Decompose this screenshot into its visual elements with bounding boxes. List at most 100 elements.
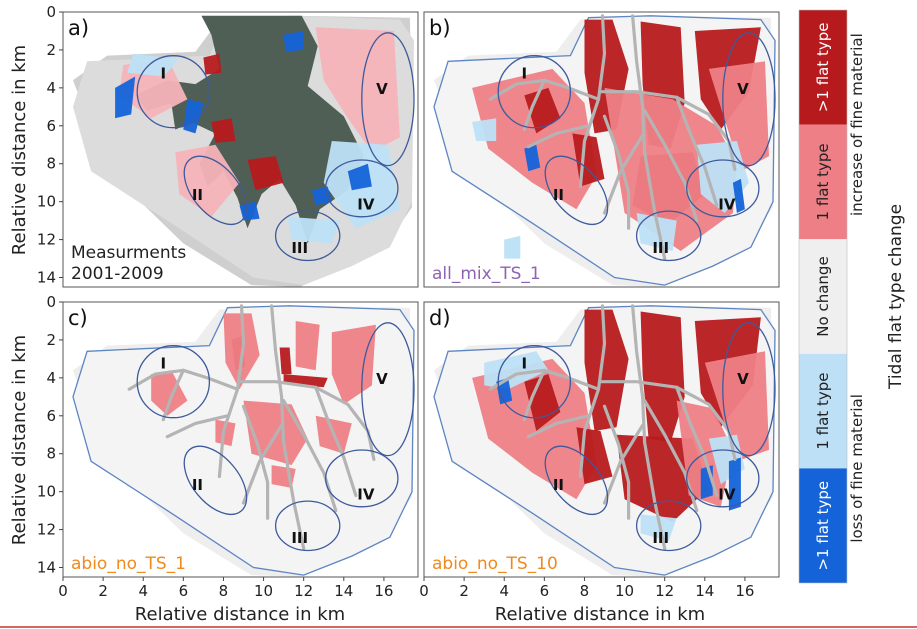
panel-c-y-tick-label: 14 [37, 559, 56, 577]
panel-a-y-tick-label: 12 [37, 231, 56, 249]
panel-a-y-tick-label: 4 [46, 79, 56, 97]
panel-b-map [433, 14, 776, 287]
panel-d-change-patch [728, 457, 741, 511]
panel-b-region-label: V [737, 80, 749, 98]
panel-a-letter: a) [68, 16, 89, 40]
panel-d-x-tick-label: 0 [419, 582, 429, 600]
panel-b-channel [630, 14, 667, 261]
legend-side-increase: increase of fine material [848, 33, 866, 216]
panel-b-channel [602, 114, 631, 230]
panel-c-channel [165, 414, 230, 439]
panel-a-region-ellipse [325, 159, 399, 218]
panel-c-y-tick-label: 2 [46, 331, 56, 349]
panel-b-frame [423, 11, 780, 288]
panel-a-change-patch [283, 31, 304, 52]
panel-c-map [72, 304, 415, 577]
panel-c-x-tick-label: 10 [254, 582, 273, 600]
panel-b-region-label: I [522, 65, 528, 83]
panel-a-change-patch [287, 216, 340, 244]
panel-d-region-ellipse [544, 445, 609, 515]
panel-c-x-tick-label: 8 [219, 582, 229, 600]
legend-swatch-label: 1 flat type [814, 143, 832, 220]
panel-c-change-patch [215, 419, 236, 447]
panel-a-change-patch [311, 186, 332, 206]
legend-swatch [799, 10, 847, 125]
legend-swatch-label: >1 flat type [814, 22, 832, 112]
legend-swatch [799, 468, 847, 583]
panel-c-frame [62, 301, 419, 578]
panel-a-y-tick-label: 10 [37, 193, 56, 211]
panel-a-region-label: III [291, 239, 308, 257]
panel-c-change-patch [151, 370, 188, 416]
panel-d-change-patch [484, 351, 549, 390]
panel-d-region-ellipse [722, 322, 776, 457]
panel-c-change-patch [295, 321, 320, 371]
panel-c-x-tick-label: 16 [374, 582, 393, 600]
panel-c-x-tick-label: 4 [138, 582, 148, 600]
panel-c-y-tick-label: 8 [46, 445, 56, 463]
panel-d-channel [526, 414, 591, 439]
panel-d-x-tick-label: 16 [735, 582, 754, 600]
panel-a-y-tick-label: 2 [46, 41, 56, 59]
panel-b-region-ellipse [635, 210, 702, 262]
panel-b-channel [526, 124, 591, 149]
panel-d-x-tick-label: 8 [580, 582, 590, 600]
panel-c-x-tick-label: 6 [179, 582, 189, 600]
panel-d-region-ellipse [497, 345, 572, 419]
panel-c-channel [241, 404, 270, 520]
panel-b-change-patch [524, 144, 541, 172]
panel-a-change-patch [127, 53, 180, 77]
panel-b-change-patch [732, 178, 745, 213]
panel-d-x-tick-label: 6 [540, 582, 550, 600]
panel-c-region-label: I [161, 355, 167, 373]
panel-a-region-ellipse [136, 55, 211, 129]
panel-b-region-label: II [553, 186, 564, 204]
panel-c-x-tick-label: 14 [334, 582, 353, 600]
panel-d-frame [423, 301, 780, 578]
panel-c-region-label: III [291, 529, 308, 547]
panel-b-change-patch [604, 87, 737, 252]
panel-c-x-tick-label: 12 [294, 582, 313, 600]
panel-a-region-label: V [376, 80, 388, 98]
panel-b-channel [675, 95, 719, 207]
panel-c-change-patch [331, 324, 376, 405]
panel-a-region-label: I [161, 65, 167, 83]
x-axis-label-right: Relative distance in km [495, 604, 705, 625]
panel-a-change-patch [175, 144, 240, 217]
legend-swatch [799, 239, 847, 354]
panel-c-channel [314, 385, 358, 497]
panel-c-region-ellipse [183, 445, 248, 515]
panel-d-caption: abio_no_TS_10 [432, 554, 558, 574]
panel-a-change-patch [347, 163, 372, 191]
panel-a-frame [62, 11, 419, 288]
legend-title: Tidal flat type change [886, 204, 906, 390]
panel-a-region-ellipse [361, 32, 415, 167]
panel-d-channel [522, 368, 546, 422]
panel-b-region-ellipse [497, 55, 572, 129]
panel-b-region-ellipse [686, 159, 760, 218]
panel-c-y-tick-label: 12 [37, 521, 56, 539]
panel-b-region-label: IV [718, 196, 736, 214]
panel-a-change-patch [203, 53, 222, 75]
panel-c-x-tick-label: 0 [58, 582, 68, 600]
panel-d-change-patch [576, 427, 613, 485]
panel-a-change-patch [115, 76, 136, 119]
panel-a-region-label: II [192, 186, 203, 204]
legend-swatch [799, 124, 847, 240]
panel-a-region-ellipse [274, 210, 341, 262]
x-axis-label-left: Relative distance in km [135, 604, 345, 625]
panel-a-change-patch [247, 156, 284, 191]
panel-d-region-label: V [737, 370, 749, 388]
legend-swatch [799, 353, 847, 469]
panel-a-aerial-photo [135, 15, 364, 244]
panel-d-region-label: II [553, 476, 564, 494]
panel-a-caption: 2001-2009 [71, 264, 164, 284]
panel-b-change-patch [472, 118, 497, 141]
panel-c-y-tick-label: 4 [46, 369, 56, 387]
panel-d-letter: d) [429, 306, 451, 330]
panel-c-region-ellipse [136, 345, 211, 419]
panel-c-region-label: II [192, 476, 203, 494]
